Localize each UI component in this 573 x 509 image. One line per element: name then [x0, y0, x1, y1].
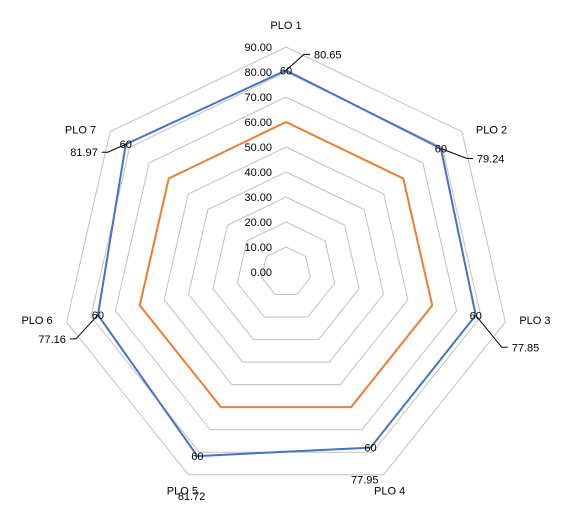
data-label: 77.95	[351, 475, 379, 487]
series-layer	[96, 69, 477, 458]
tick-label: 70.00	[244, 92, 272, 104]
series-line-target	[138, 121, 434, 409]
grid-ring	[236, 221, 336, 318]
tick-label: 30.00	[244, 192, 272, 204]
category-label: PLO 4	[374, 486, 405, 498]
point-label: 60	[120, 139, 132, 151]
data-label: 79.24	[477, 153, 505, 165]
category-label: PLO 5	[167, 486, 198, 498]
grid-ring	[212, 196, 360, 341]
tick-label: 80.00	[244, 67, 272, 79]
data-label-leader	[440, 148, 473, 159]
tick-label: 20.00	[244, 217, 272, 229]
data-label: 80.65	[314, 49, 342, 61]
tick-label: 50.00	[244, 142, 272, 154]
data-label: 81.97	[70, 147, 98, 159]
category-label: PLO 1	[270, 20, 301, 32]
category-label: PLO 3	[519, 315, 550, 327]
data-label: 81.72	[178, 491, 206, 503]
category-label: PLO 2	[476, 125, 507, 137]
point-label: 60	[280, 65, 292, 77]
tick-label: 10.00	[244, 242, 272, 254]
point-label: 60	[191, 451, 203, 463]
grid-ring	[139, 121, 433, 408]
series-line-actual	[96, 69, 477, 458]
data-label: 77.16	[38, 334, 66, 346]
data-label-leader	[69, 314, 99, 340]
point-label: 60	[435, 143, 447, 155]
grid-ring	[261, 246, 311, 296]
category-label: PLO 7	[65, 125, 96, 137]
data-label-leader	[475, 314, 508, 348]
data-label: 77.85	[512, 342, 540, 354]
tick-label: 0.00	[251, 267, 272, 279]
tick-label: 90.00	[244, 42, 272, 54]
data-label-leader	[101, 143, 126, 153]
category-label: PLO 6	[21, 315, 52, 327]
grid-ring	[163, 146, 409, 386]
label-layer: 0.00 10.00 20.00 30.00 40.00 50.00 60.00 70.00 8…	[21, 20, 550, 503]
data-label-leader	[285, 53, 310, 71]
grid-ring	[66, 46, 506, 476]
grid-ring	[187, 171, 385, 363]
tick-label: 60.00	[244, 117, 272, 129]
tick-label: 40.00	[244, 167, 272, 179]
radar-grid	[66, 46, 506, 476]
grid-ring	[114, 96, 458, 431]
point-label: 60	[364, 443, 376, 455]
